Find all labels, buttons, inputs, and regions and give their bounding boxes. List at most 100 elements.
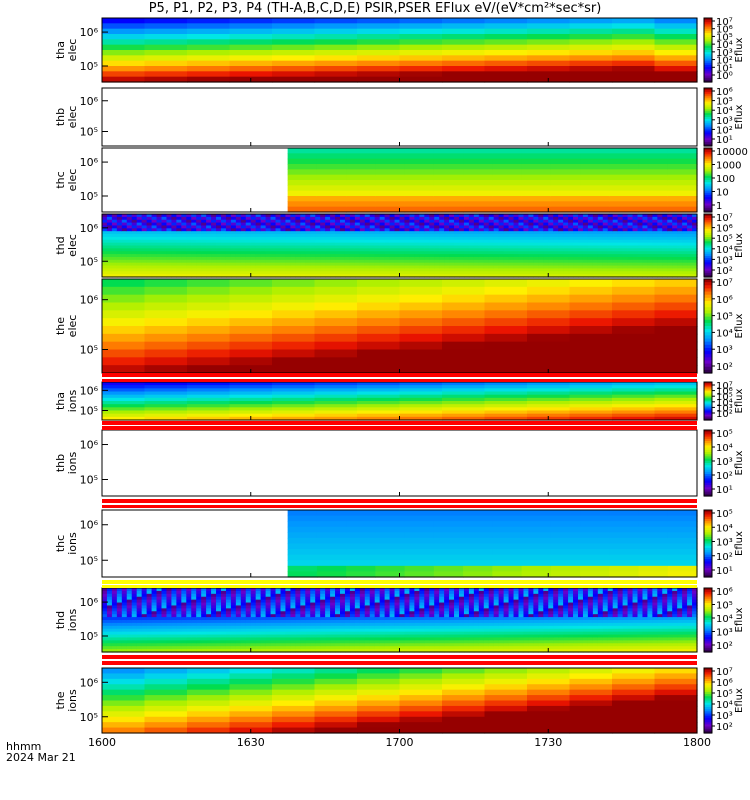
- heatmap-cell: [146, 593, 153, 598]
- heatmap-cell: [687, 219, 693, 224]
- heatmap-cell: [359, 274, 366, 278]
- heatmap-cell: [146, 608, 153, 612]
- heatmap-cell: [325, 265, 331, 270]
- heatmap-cell: [568, 222, 574, 227]
- heatmap-cell: [225, 234, 232, 238]
- heatmap-cell: [181, 643, 187, 647]
- heatmap-cell: [102, 71, 146, 78]
- heatmap-cell: [404, 549, 435, 556]
- heatmap-cell: [335, 234, 341, 238]
- heatmap-cell: [206, 225, 212, 229]
- colorbar-swatch: [704, 434, 712, 438]
- heatmap-cell: [206, 219, 212, 224]
- heatmap-cell: [225, 219, 232, 224]
- heatmap-cell: [569, 410, 613, 415]
- heatmap-cell: [667, 537, 698, 545]
- heatmap-cell: [677, 242, 683, 247]
- heatmap-cell: [667, 259, 673, 264]
- heatmap-cell: [667, 185, 698, 192]
- heatmap-cell: [201, 640, 207, 644]
- heatmap-cell: [409, 216, 415, 221]
- heatmap-cell: [106, 216, 113, 221]
- colorbar-swatch: [704, 71, 712, 75]
- heatmap-cell: [186, 231, 192, 235]
- heatmap-cell: [141, 625, 148, 630]
- heatmap-cell: [580, 554, 610, 561]
- heatmap-cell: [375, 515, 406, 522]
- heatmap-cell: [409, 242, 415, 247]
- heatmap-cell: [612, 239, 619, 244]
- heatmap-cell: [354, 265, 361, 270]
- heatmap-cell: [265, 646, 272, 650]
- heatmap-cell: [667, 245, 673, 249]
- heatmap-cell: [126, 617, 133, 621]
- heatmap-cell: [300, 620, 306, 624]
- heatmap-cell: [176, 590, 182, 595]
- heatmap-cell: [196, 236, 202, 241]
- heatmap-cell: [315, 216, 321, 221]
- heatmap-cell: [498, 219, 505, 224]
- heatmap-cell: [216, 622, 222, 627]
- heatmap-cell: [316, 543, 347, 550]
- heatmap-cell: [275, 602, 282, 607]
- heatmap-cell: [126, 605, 133, 609]
- heatmap-cell: [126, 236, 133, 241]
- heatmap-cell: [419, 274, 425, 278]
- heatmap-cell: [126, 248, 133, 252]
- heatmap-cell: [662, 214, 668, 218]
- heatmap-cell: [126, 599, 133, 604]
- heatmap-cell: [389, 245, 396, 249]
- heatmap-cell: [692, 231, 698, 235]
- heatmap-cell: [349, 216, 356, 221]
- heatmap-cell: [181, 254, 187, 258]
- heatmap-cell: [449, 265, 455, 270]
- heatmap-cell: [349, 228, 356, 232]
- heatmap-cell: [230, 274, 237, 278]
- heatmap-cell: [449, 239, 455, 244]
- heatmap-cell: [478, 216, 485, 221]
- heatmap-cell: [647, 225, 653, 229]
- colorbar-tick-label: 10³: [716, 457, 733, 468]
- heatmap-cell: [221, 637, 227, 641]
- heatmap-cell: [320, 622, 326, 627]
- colorbar-swatch: [704, 237, 712, 240]
- heatmap-cell: [191, 622, 197, 627]
- heatmap-cell: [652, 251, 658, 255]
- heatmap-cell: [106, 248, 113, 252]
- colorbar-swatch: [704, 192, 712, 196]
- heatmap-cell: [637, 262, 644, 267]
- heatmap-cell: [275, 259, 282, 264]
- colorbar-swatch: [704, 62, 712, 66]
- heatmap-cell: [260, 231, 267, 235]
- heatmap-cell: [270, 271, 277, 275]
- heatmap-cell: [508, 225, 515, 229]
- heatmap-cell: [196, 265, 202, 270]
- heatmap-cell: [493, 248, 500, 252]
- heatmap-cell: [582, 225, 589, 229]
- heatmap-cell: [424, 228, 430, 232]
- heatmap-cell: [290, 228, 296, 232]
- heatmap-cell: [290, 245, 296, 249]
- heatmap-cell: [568, 256, 574, 261]
- heatmap-cell: [478, 239, 485, 244]
- heatmap-cell: [181, 214, 187, 218]
- heatmap-cell: [582, 245, 589, 249]
- heatmap-cell: [275, 239, 282, 244]
- heatmap-cell: [578, 228, 584, 232]
- heatmap-cell: [632, 231, 639, 235]
- heatmap-cell: [667, 196, 698, 202]
- heatmap-cell: [642, 262, 649, 267]
- heatmap-cell: [498, 216, 505, 221]
- heatmap-cell: [290, 234, 296, 238]
- heatmap-cell: [553, 231, 559, 235]
- heatmap-cell: [612, 248, 619, 252]
- colorbar-swatch: [704, 570, 712, 574]
- heatmap-cell: [285, 602, 292, 607]
- heatmap-cell: [550, 543, 581, 550]
- heatmap-cell: [144, 413, 188, 418]
- heatmap-cell: [424, 216, 430, 221]
- heatmap-cell: [597, 228, 604, 232]
- heatmap-cell: [513, 271, 520, 275]
- heatmap-cell: [538, 274, 544, 278]
- heatmap-cell: [488, 214, 495, 218]
